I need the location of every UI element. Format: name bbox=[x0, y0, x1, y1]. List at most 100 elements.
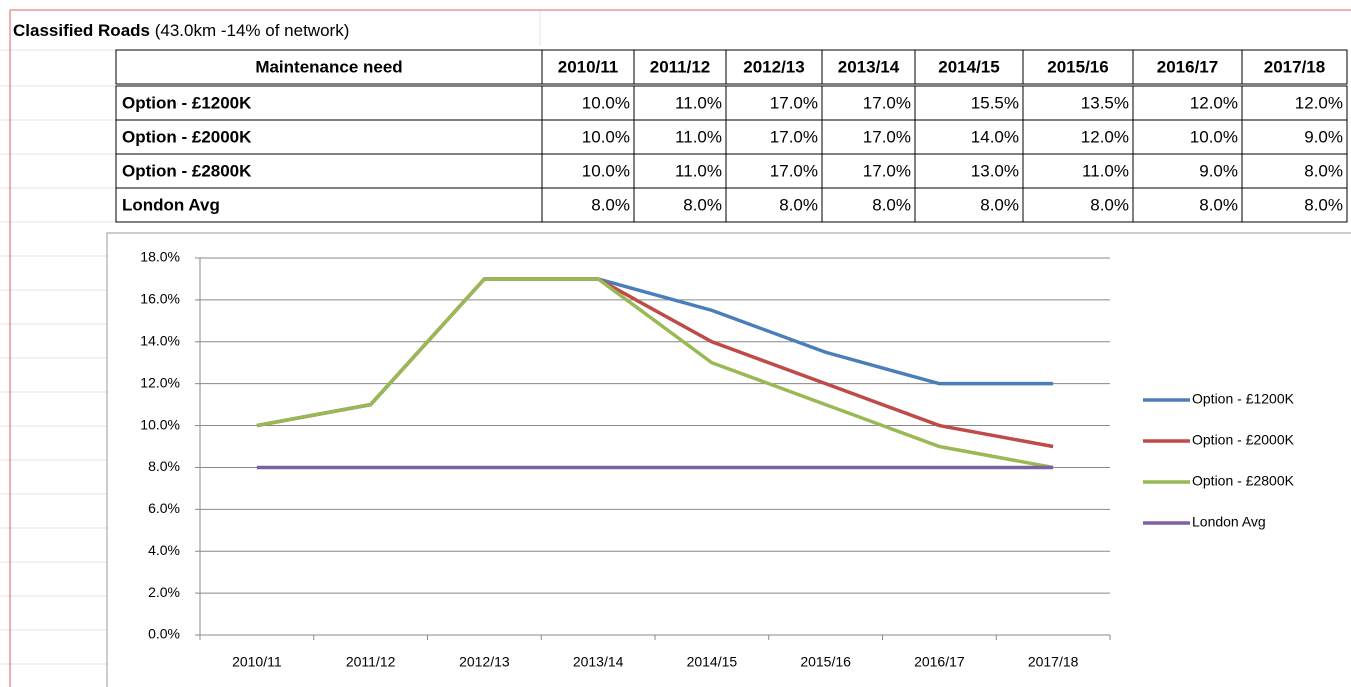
table-value: 8.0% bbox=[1304, 161, 1343, 180]
table-value: 9.0% bbox=[1199, 161, 1238, 180]
table-value: 8.0% bbox=[1199, 195, 1238, 214]
table-value: 17.0% bbox=[863, 93, 911, 112]
table-cell bbox=[821, 119, 916, 155]
table-cell bbox=[1022, 85, 1134, 121]
table-value: 17.0% bbox=[770, 161, 818, 180]
table-header: 2016/17 bbox=[1157, 57, 1218, 76]
table-cell bbox=[914, 85, 1024, 121]
x-tick-label: 2014/15 bbox=[687, 654, 738, 670]
table-header: 2010/11 bbox=[558, 57, 619, 76]
table-value: 17.0% bbox=[863, 161, 911, 180]
table-cell bbox=[1241, 49, 1348, 85]
table-value: 10.0% bbox=[582, 93, 630, 112]
table-cell bbox=[541, 49, 635, 85]
x-tick-label: 2016/17 bbox=[914, 654, 965, 670]
table-header: 2012/13 bbox=[743, 57, 804, 76]
table-value: 10.0% bbox=[582, 161, 630, 180]
table-value: 10.0% bbox=[1190, 127, 1238, 146]
table-value: 8.0% bbox=[1090, 195, 1129, 214]
legend-label: Option - £1200K bbox=[1192, 391, 1295, 407]
heading-subtitle: (43.0km -14% of network) bbox=[155, 21, 350, 40]
table-cell bbox=[115, 153, 543, 189]
y-tick-label: 10.0% bbox=[140, 416, 180, 432]
legend-label: Option - £2800K bbox=[1192, 473, 1295, 489]
table-value: 12.0% bbox=[1190, 93, 1238, 112]
table-cell bbox=[633, 187, 727, 223]
table-cell bbox=[1022, 119, 1134, 155]
table-value: 17.0% bbox=[863, 127, 911, 146]
table-value: Option - £2000K bbox=[122, 127, 252, 146]
table-cell bbox=[633, 153, 727, 189]
table-header: 2015/16 bbox=[1047, 57, 1108, 76]
y-tick-label: 18.0% bbox=[140, 249, 180, 265]
table-cell bbox=[1132, 49, 1243, 85]
table-cell bbox=[1132, 187, 1243, 223]
table-header: 2011/12 bbox=[650, 57, 711, 76]
y-tick-label: 2.0% bbox=[148, 584, 180, 600]
y-tick-label: 12.0% bbox=[140, 374, 180, 390]
series-line bbox=[256, 277, 1054, 470]
table-cell bbox=[914, 187, 1024, 223]
y-tick-label: 6.0% bbox=[148, 500, 180, 516]
y-tick-label: 16.0% bbox=[140, 291, 180, 307]
table-value: 13.0% bbox=[971, 161, 1019, 180]
table-cell bbox=[633, 119, 727, 155]
table-value: Option - £1200K bbox=[122, 93, 252, 112]
table-value: 11.0% bbox=[1082, 161, 1129, 180]
table-cell bbox=[115, 187, 543, 223]
table-value: 11.0% bbox=[675, 93, 722, 112]
table-cell bbox=[115, 85, 543, 121]
table-cell bbox=[725, 153, 823, 189]
table-value: 12.0% bbox=[1295, 93, 1343, 112]
table-value: 8.0% bbox=[1304, 195, 1343, 214]
y-tick-label: 0.0% bbox=[148, 626, 180, 642]
table-value: 8.0% bbox=[683, 195, 722, 214]
y-tick-label: 14.0% bbox=[140, 332, 180, 348]
legend-label: Option - £2000K bbox=[1192, 432, 1295, 448]
legend-label: London Avg bbox=[1192, 514, 1266, 530]
heading: Classified Roads (43.0km -14% of network… bbox=[13, 21, 349, 40]
table-cell bbox=[914, 49, 1024, 85]
table-header: Maintenance need bbox=[255, 57, 402, 76]
sheet-grid bbox=[0, 10, 541, 665]
table-value: London Avg bbox=[122, 195, 220, 214]
table-cell bbox=[821, 85, 916, 121]
table-cell bbox=[725, 85, 823, 121]
table-value: 11.0% bbox=[675, 127, 722, 146]
table-value: 8.0% bbox=[779, 195, 818, 214]
table-cell bbox=[115, 119, 543, 155]
table-cell bbox=[1241, 187, 1348, 223]
table-value: Option - £2800K bbox=[122, 161, 252, 180]
y-tick-label: 8.0% bbox=[148, 458, 180, 474]
table-cell bbox=[725, 187, 823, 223]
table-value: 11.0% bbox=[675, 161, 722, 180]
table-value: 17.0% bbox=[770, 127, 818, 146]
x-tick-label: 2011/12 bbox=[346, 654, 396, 670]
table-cell bbox=[914, 153, 1024, 189]
table-value: 15.5% bbox=[971, 93, 1019, 112]
table-cell bbox=[1241, 119, 1348, 155]
table-cell bbox=[633, 49, 727, 85]
heading-title: Classified Roads bbox=[13, 21, 150, 40]
table-cell bbox=[1241, 85, 1348, 121]
table-cell bbox=[821, 187, 916, 223]
table-value: 13.5% bbox=[1081, 93, 1129, 112]
table-value: 8.0% bbox=[980, 195, 1019, 214]
table-cell bbox=[541, 153, 635, 189]
x-tick-label: 2010/11 bbox=[232, 654, 282, 670]
table-cell bbox=[725, 119, 823, 155]
table-value: 8.0% bbox=[591, 195, 630, 214]
x-tick-label: 2013/14 bbox=[573, 654, 624, 670]
chart-frame bbox=[106, 232, 1351, 687]
table-cell bbox=[633, 85, 727, 121]
table-value: 17.0% bbox=[770, 93, 818, 112]
table-value: 10.0% bbox=[582, 127, 630, 146]
table-value: 12.0% bbox=[1081, 127, 1129, 146]
x-tick-label: 2017/18 bbox=[1028, 654, 1079, 670]
x-tick-label: 2015/16 bbox=[800, 654, 851, 670]
table-cell bbox=[725, 49, 823, 85]
table-header: 2014/15 bbox=[938, 57, 999, 76]
table-header: 2017/18 bbox=[1264, 57, 1325, 76]
